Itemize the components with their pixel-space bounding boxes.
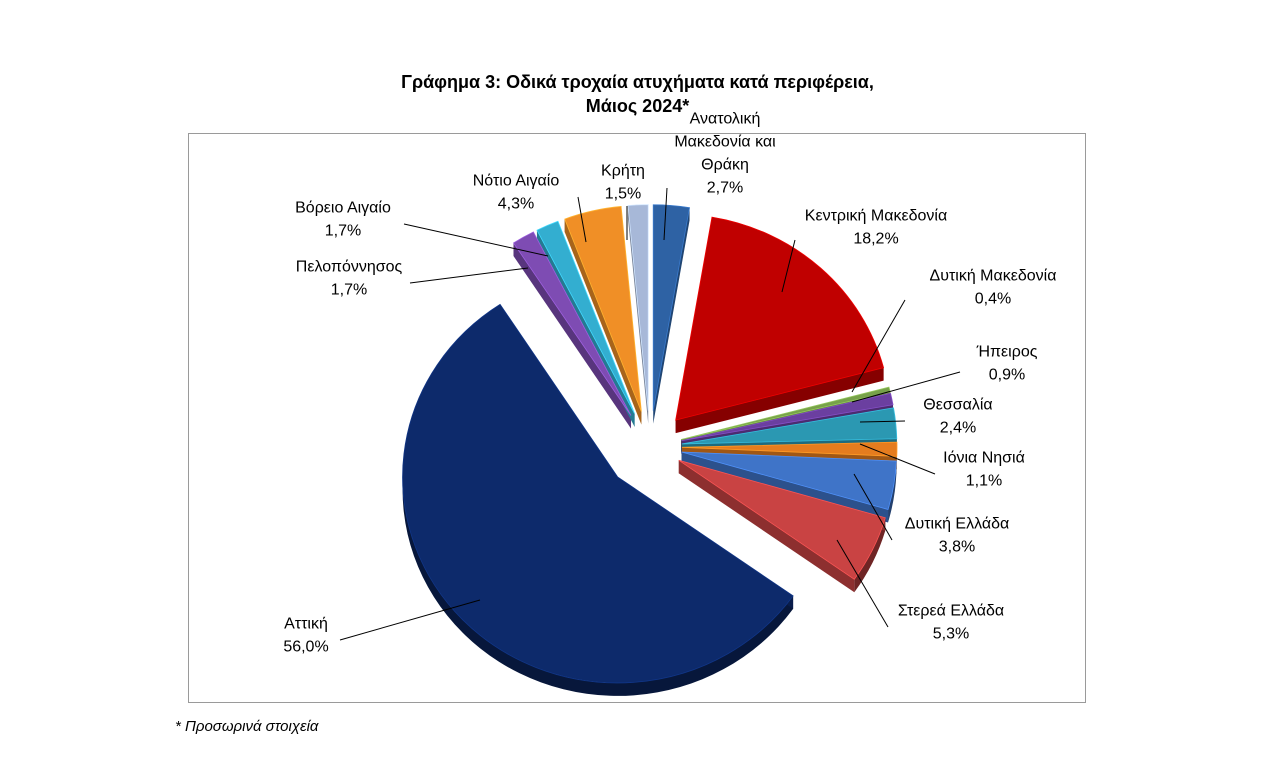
leader-line-ιόνια-νησιά (859, 443, 936, 475)
slice-πελοπόννησος (512, 231, 632, 416)
slice-label-θεσσαλία: Θεσσαλία 2,4% (923, 397, 992, 437)
slice-name-label: Ανατολική (690, 111, 761, 128)
slice-αττική (402, 303, 794, 684)
slice-value-label: 18,2% (853, 231, 898, 248)
slice-name-label: Δυτική Μακεδονία (930, 268, 1057, 285)
slice-label-ανατολική-μακεδονία-και-θράκη: Ανατολική Μακεδονία και Θράκη 2,7% (674, 111, 776, 197)
slice-face-νότιο-αιγαίο (564, 219, 642, 425)
slice-νότιο-αιγαίο (564, 206, 642, 412)
slice-value-label: 3,8% (939, 539, 975, 556)
slice-name-label: Κρήτη (601, 163, 645, 180)
slice-name-label: Ιόνια Νησιά (943, 450, 1025, 467)
slice-label-κεντρική-μακεδονία: Κεντρική Μακεδονία 18,2% (805, 208, 947, 248)
leader-line-αττική (339, 599, 481, 641)
leader-line-ήπειρος (851, 371, 961, 403)
leader-line-κεντρική-μακεδονία (781, 239, 796, 293)
slice-δυτική-ελλάδα (681, 451, 897, 510)
slice-θεσσαλία (681, 407, 898, 445)
leader-line-θεσσαλία (859, 420, 906, 423)
slice-depth-δυτική-ελλάδα (888, 461, 897, 523)
slice-value-label: 0,4% (975, 291, 1011, 308)
slice-label-βόρειο-αιγαίο: Βόρειο Αιγαίο 1,7% (295, 200, 391, 240)
leader-line-δυτική-ελλάδα (853, 473, 893, 541)
chart-title-line2: Μάιος 2024* (585, 96, 690, 116)
slice-στερεά-ελλάδα (678, 459, 886, 580)
slice-name-label: Μακεδονία και (674, 134, 776, 151)
slice-value-label: 5,3% (933, 626, 969, 643)
slice-labels: Ανατολική Μακεδονία και Θράκη 2,7% Κεντρική … (283, 111, 1056, 656)
slice-label-πελοπόννησος: Πελοπόννησος 1,7% (296, 259, 403, 299)
slice-name-label: Νότιο Αιγαίο (473, 173, 560, 190)
slice-name-label: Πελοπόννησος (296, 259, 403, 276)
slice-value-label: 2,7% (707, 180, 743, 197)
slice-name-label: Θράκη (701, 157, 749, 174)
slice-name-label: Κεντρική Μακεδονία (805, 208, 947, 225)
slice-face-στερεά-ελλάδα (678, 460, 855, 593)
slice-label-δυτική-ελλάδα: Δυτική Ελλάδα 3,8% (905, 516, 1010, 556)
slice-value-label: 1,7% (325, 223, 361, 240)
slice-name-label: Αττική (284, 616, 328, 633)
slice-ανατολική-μακεδονία-και-θράκη (652, 204, 690, 411)
slice-value-label: 2,4% (940, 420, 976, 437)
slice-value-label: 4,3% (498, 196, 534, 213)
slice-face-πελοπόννησος (513, 242, 631, 429)
chart-title-line1: Γράφημα 3: Οδικά τροχαία ατυχήματα κατά … (401, 72, 874, 92)
leader-line-πελοπόννησος (409, 267, 529, 284)
slice-βόρειο-αιγαίο (536, 220, 635, 414)
slice-value-label: 1,5% (605, 186, 641, 203)
slice-κρήτη (627, 204, 649, 411)
slice-value-label: 1,7% (331, 282, 367, 299)
slice-label-ιόνια-νησιά: Ιόνια Νησιά 1,1% (943, 450, 1025, 490)
slice-label-νότιο-αιγαίο: Νότιο Αιγαίο 4,3% (473, 173, 560, 213)
slice-name-label: Βόρειο Αιγαίο (295, 200, 391, 217)
leader-line-νότιο-αιγαίο (577, 196, 587, 243)
leader-line-βόρειο-αιγαίο (403, 223, 549, 257)
footnote: * Προσωρινά στοιχεία (175, 718, 319, 735)
slice-value-label: 1,1% (966, 473, 1002, 490)
leader-line-στερεά-ελλάδα (836, 539, 889, 628)
slice-name-label: Στερεά Ελλάδα (898, 603, 1004, 620)
slice-label-ήπειρος: Ήπειρος 0,9% (976, 344, 1038, 384)
slice-label-κρήτη: Κρήτη 1,5% (601, 163, 645, 203)
plot-area-frame (188, 133, 1086, 703)
chart-title: Γράφημα 3: Οδικά τροχαία ατυχήματα κατά … (200, 70, 1075, 118)
slice-face-κεντρική-μακεδονία (675, 367, 884, 434)
slice-δυτική-μακεδονία (680, 386, 891, 440)
slice-name-label: Ήπειρος (976, 344, 1038, 361)
leader-line-ανατολική-μακεδονία-και-θράκη (663, 187, 668, 241)
pie-top-layer (402, 204, 898, 684)
slice-label-δυτική-μακεδονία: Δυτική Μακεδονία 0,4% (930, 268, 1057, 308)
leader-lines (339, 187, 961, 641)
slice-face-ανατολική-μακεδονία-και-θράκη (653, 207, 690, 424)
slice-name-label: Θεσσαλία (923, 397, 992, 414)
slice-κεντρική-μακεδονία (675, 216, 885, 421)
slice-label-αττική: Αττική 56,0% (283, 616, 328, 656)
slice-value-label: 0,9% (989, 367, 1025, 384)
leader-line-δυτική-μακεδονία (851, 299, 906, 393)
slice-label-στερεά-ελλάδα: Στερεά Ελλάδα 5,3% (898, 603, 1004, 643)
slice-ήπειρος (681, 392, 894, 442)
slice-ιόνια-νησιά (681, 441, 898, 457)
slice-value-label: 56,0% (283, 639, 328, 656)
slice-name-label: Δυτική Ελλάδα (905, 516, 1010, 533)
